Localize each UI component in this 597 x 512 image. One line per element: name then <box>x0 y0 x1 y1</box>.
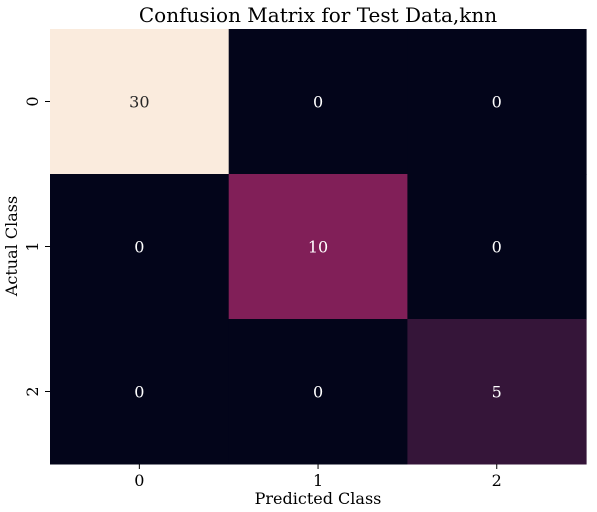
heatmap-cell-1-0 <box>50 174 230 320</box>
heatmap-cell-0-1 <box>228 29 408 175</box>
cell-value-label-2-2: 5 <box>492 383 502 402</box>
cell-value-label-1-2: 0 <box>492 238 502 257</box>
heatmap-cell-0-0 <box>50 29 230 175</box>
heatmap-cell-2-1 <box>228 319 408 465</box>
x-tick-label-2: 2 <box>492 471 502 490</box>
y-tick-label-0: 0 <box>23 96 42 106</box>
heatmap-cell-2-0 <box>50 319 230 465</box>
cell-value-label-0-0: 30 <box>129 93 149 112</box>
cell-value-label-0-1: 0 <box>313 93 323 112</box>
y-axis-label: Actual Class <box>2 196 21 297</box>
cell-value-label-1-0: 0 <box>134 238 144 257</box>
heatmap-cell-1-1 <box>228 174 408 320</box>
x-axis-label: Predicted Class <box>255 489 382 508</box>
heatmap-cell-labels: 30 0 0 0 10 0 0 0 5 <box>129 93 502 402</box>
cell-value-label-0-2: 0 <box>492 93 502 112</box>
chart-title: Confusion Matrix for Test Data,knn <box>139 3 497 27</box>
cell-value-label-2-1: 0 <box>313 383 323 402</box>
y-axis-ticks: 0 1 2 <box>23 96 50 397</box>
x-tick-label-1: 1 <box>313 471 323 490</box>
y-tick-label-1: 1 <box>23 241 42 251</box>
x-tick-label-0: 0 <box>134 471 144 490</box>
heatmap-cell-2-2 <box>407 319 587 465</box>
y-tick-label-2: 2 <box>23 386 42 396</box>
heatmap-cell-0-2 <box>407 29 587 175</box>
heatmap-cell-1-2 <box>407 174 587 320</box>
heatmap-cells <box>50 29 587 465</box>
x-axis-ticks: 0 1 2 <box>134 464 502 490</box>
cell-value-label-1-1: 10 <box>308 238 328 257</box>
cell-value-label-2-0: 0 <box>134 383 144 402</box>
